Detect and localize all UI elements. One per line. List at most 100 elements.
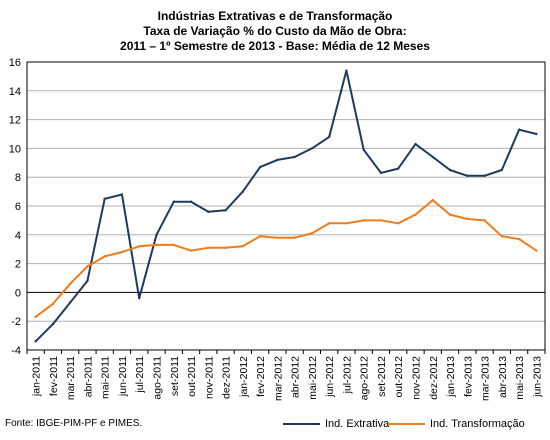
point-extrativa [362,148,365,152]
point-extrativa [120,193,124,196]
point-transformacao [34,315,37,319]
x-tick-label: nov-2011 [203,356,215,399]
x-tick-label: jan-2011 [31,356,43,397]
point-transformacao [500,235,504,238]
point-extrativa [293,155,296,159]
point-transformacao [258,235,262,238]
x-tick-label: abr-2013 [497,356,509,398]
x-tick-label: mai-2012 [307,356,319,400]
x-tick-label: ago-2011 [152,356,164,400]
y-tick-label: -4 [11,345,21,357]
point-transformacao [241,245,245,248]
x-tick-label: ago-2012 [359,356,371,401]
point-transformacao [379,219,383,222]
x-tick-label: fev-2012 [255,356,267,397]
y-tick-label: 8 [15,172,21,184]
point-extrativa [483,174,486,177]
point-transformacao [172,243,175,247]
x-tick-label: set-2012 [376,356,388,397]
point-transformacao [68,282,72,285]
point-transformacao [535,249,538,252]
point-transformacao [327,222,331,225]
point-extrativa [51,322,55,326]
point-transformacao [293,236,296,239]
legend-swatch-transformacao [388,423,425,425]
legend-label-transformacao: Ind. Transformação [430,418,525,430]
point-extrativa [327,135,331,139]
point-extrativa [276,158,279,162]
x-tick-label: mar-2013 [480,356,492,401]
point-extrativa [345,69,348,72]
x-tick-label: fev-2013 [462,356,474,397]
x-tick-label: abr-2012 [290,356,302,398]
x-tick-label: mar-2012 [272,356,284,401]
legend-label-extrativa: Ind. Extrativa [325,418,390,430]
x-tick-label: set-2011 [169,356,181,396]
x-tick-label: jun-2011 [117,356,129,397]
x-tick-label: jun-2013 [531,356,543,398]
point-extrativa [68,301,72,304]
point-extrativa [103,197,106,200]
point-extrativa [241,190,245,193]
point-transformacao [86,265,89,268]
y-tick-label: 14 [9,86,21,98]
point-transformacao [414,213,417,216]
point-extrativa [448,168,452,172]
y-tick-label: -2 [11,316,21,328]
x-tick-label: out-2011 [186,356,198,397]
point-transformacao [517,237,521,241]
legend-item-transformacao: Ind. Transformação [388,417,525,431]
point-extrativa [500,168,504,172]
point-transformacao [276,236,279,239]
legend-swatch-extrativa [283,423,320,425]
y-tick-label: 0 [15,287,21,299]
series-line-transformacao [34,199,537,318]
point-extrativa [138,296,141,300]
x-tick-label: mai-2013 [514,356,526,400]
point-transformacao [310,232,314,235]
point-transformacao [51,302,55,306]
point-extrativa [397,167,400,170]
x-tick-label: jun-2012 [324,356,336,398]
point-transformacao [466,217,469,221]
y-tick-label: 2 [15,259,21,271]
x-tick-label: mar-2011 [65,356,77,400]
x-tick-label: mai-2011 [100,356,112,399]
point-transformacao [189,249,193,252]
series-line-extrativa [34,69,537,343]
chart-title-line-3: 2011 – 1º Semestre de 2013 - Base: Média… [120,39,430,53]
y-tick-label: 6 [15,201,21,213]
x-tick-label: jan-2012 [238,356,250,398]
chart-title-line-1: Indústrias Extrativas e de Transformação [157,9,393,23]
point-extrativa [414,142,417,146]
source-note: Fonte: IBGE-PIM-PF e PIMES. [5,418,143,429]
point-extrativa [155,233,158,236]
point-extrativa [224,209,227,212]
x-tick-label: abr-2011 [82,356,94,397]
point-transformacao [224,246,227,249]
chart-title-line-2: Taxa de Variação % do Custo da Mão de Ob… [143,24,407,38]
point-extrativa [34,340,37,343]
point-extrativa [189,200,193,203]
point-extrativa [86,279,89,283]
x-tick-label: out-2012 [393,356,405,398]
point-transformacao [103,255,106,258]
point-transformacao [120,250,124,254]
point-extrativa [207,210,210,213]
y-tick-label: 12 [9,115,21,127]
x-tick-label: dez-2012 [428,356,440,400]
y-tick-label: 16 [9,57,21,69]
point-transformacao [397,222,400,225]
point-extrativa [517,128,521,131]
y-tick-label: 4 [15,230,21,242]
point-extrativa [310,147,314,150]
point-transformacao [155,243,158,247]
point-extrativa [379,171,383,175]
x-tick-label: nov-2012 [411,356,423,400]
point-transformacao [138,245,141,248]
point-extrativa [258,165,262,169]
point-transformacao [431,199,434,202]
x-tick-label: jul-2011 [134,356,146,394]
